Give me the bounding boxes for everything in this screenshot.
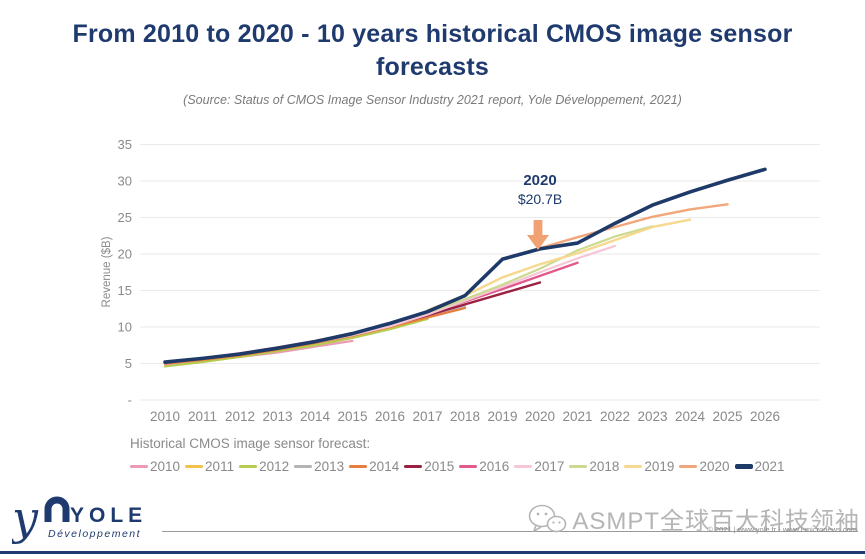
y-tick-label: 15 (118, 283, 132, 298)
yole-logo-subtext: Développement (48, 528, 141, 540)
legend-item-2021: 2021 (734, 459, 785, 474)
x-tick-label: 2018 (450, 409, 480, 424)
legend-item-2016: 2016 (459, 459, 509, 474)
y-tick-label: 35 (118, 137, 132, 152)
legend-items: 2010 2011 2012 2013 2014 2015 2016 2017 2018 2019… (130, 459, 790, 474)
legend-item-2014: 2014 (349, 459, 399, 474)
page-title: From 2010 to 2020 - 10 years historical … (72, 20, 793, 81)
yole-logo: y YOLE Développement (10, 491, 162, 555)
x-tick-label: 2022 (600, 409, 630, 424)
legend-label-2011: 2011 (205, 459, 235, 474)
y-tick-label: 10 (118, 320, 132, 335)
legend-item-2019: 2019 (624, 459, 674, 474)
legend-item-2012: 2012 (239, 459, 289, 474)
legend-label-2017: 2017 (534, 459, 565, 474)
x-tick-label: 2017 (412, 409, 442, 424)
yole-logo-graphic: y YOLE Développement (10, 491, 147, 545)
yole-logo-arch (44, 496, 70, 522)
watermark-text: ASMPT全球百大科技领袖 (572, 508, 860, 535)
x-tick-label: 2013 (262, 409, 292, 424)
x-tick-label: 2015 (337, 409, 367, 424)
legend-swatch-2014 (349, 465, 368, 468)
legend-swatch-2021 (734, 464, 753, 469)
legend-label-2010: 2010 (150, 459, 181, 474)
legend-swatch-2015 (404, 465, 423, 468)
legend-swatch-2010 (130, 465, 148, 468)
x-tick-label: 2012 (225, 409, 255, 424)
x-tick-label: 2025 (712, 409, 742, 424)
legend-item-2015: 2015 (404, 459, 454, 474)
legend-label-2014: 2014 (369, 459, 400, 474)
annotation-year-label: 2020 (523, 172, 557, 189)
series-line-2021 (163, 167, 767, 364)
y-tick-label: 20 (118, 247, 132, 262)
yole-logo-y-swoosh: y (12, 492, 39, 545)
legend-swatch-2018 (569, 465, 588, 468)
chart-legend: Historical CMOS image sensor forecast: 2… (130, 436, 790, 474)
legend-label-2015: 2015 (424, 459, 455, 474)
y-tick-label: 30 (118, 174, 132, 189)
yole-logo-wordmark: YOLE (70, 504, 147, 527)
legend-label-2019: 2019 (644, 459, 675, 474)
legend-item-2013: 2013 (294, 459, 344, 474)
legend-item-2020: 2020 (679, 459, 730, 474)
watermark: ASMPT全球百大科技领袖 (527, 501, 860, 536)
legend-swatch-2012 (239, 465, 258, 468)
legend-swatch-2020 (679, 465, 698, 468)
copyright-text: © 2021 | www.yole.fr - www.i-micronews.c… (707, 525, 857, 534)
series-line-2017 (313, 244, 617, 344)
legend-label-2020: 2020 (699, 459, 730, 474)
legend-label-2012: 2012 (259, 459, 290, 474)
footer-divider-line (162, 531, 858, 532)
y-axis-title: Revenue ($B) (101, 236, 113, 307)
legend-item-2011: 2011 (185, 459, 234, 474)
x-tick-label: 2019 (487, 409, 517, 424)
legend-label-2016: 2016 (479, 459, 510, 474)
legend-label-2013: 2013 (314, 459, 345, 474)
series-line-2016 (163, 261, 579, 364)
legend-swatch-2017 (514, 465, 533, 468)
x-tick-label: 2016 (375, 409, 405, 424)
x-tick-label: 2014 (300, 409, 331, 424)
legend-item-2010: 2010 (130, 459, 180, 474)
x-tick-label: 2026 (750, 409, 780, 424)
legend-title: Historical CMOS image sensor forecast: (130, 436, 371, 451)
legend-label-2021: 2021 (754, 459, 785, 474)
annotation-value-label: $20.7B (517, 191, 563, 207)
legend-swatch-2019 (624, 465, 643, 468)
source-subtitle: (Source: Status of CMOS Image Sensor Ind… (183, 93, 682, 107)
x-tick-label: 2011 (188, 409, 217, 424)
wechat-icon (529, 504, 567, 532)
legend-item-2018: 2018 (569, 459, 619, 474)
series-line-2019 (426, 218, 692, 312)
y-tick-label: 25 (118, 210, 132, 225)
legend-item-2017: 2017 (514, 459, 564, 474)
x-tick-label: 2021 (562, 409, 592, 424)
y-tick-label: - (128, 393, 132, 408)
legend-swatch-2016 (459, 465, 478, 468)
x-tick-label: 2024 (675, 409, 706, 424)
footer-accent-bar (0, 551, 865, 554)
x-tick-label: 2023 (637, 409, 667, 424)
x-tick-label: 2020 (525, 409, 555, 424)
legend-label-2018: 2018 (589, 459, 620, 474)
y-tick-label: 5 (125, 356, 132, 371)
series-line-2012 (163, 317, 429, 368)
legend-swatch-2013 (294, 465, 313, 468)
legend-swatch-2011 (185, 465, 204, 468)
x-tick-label: 2010 (150, 409, 180, 424)
